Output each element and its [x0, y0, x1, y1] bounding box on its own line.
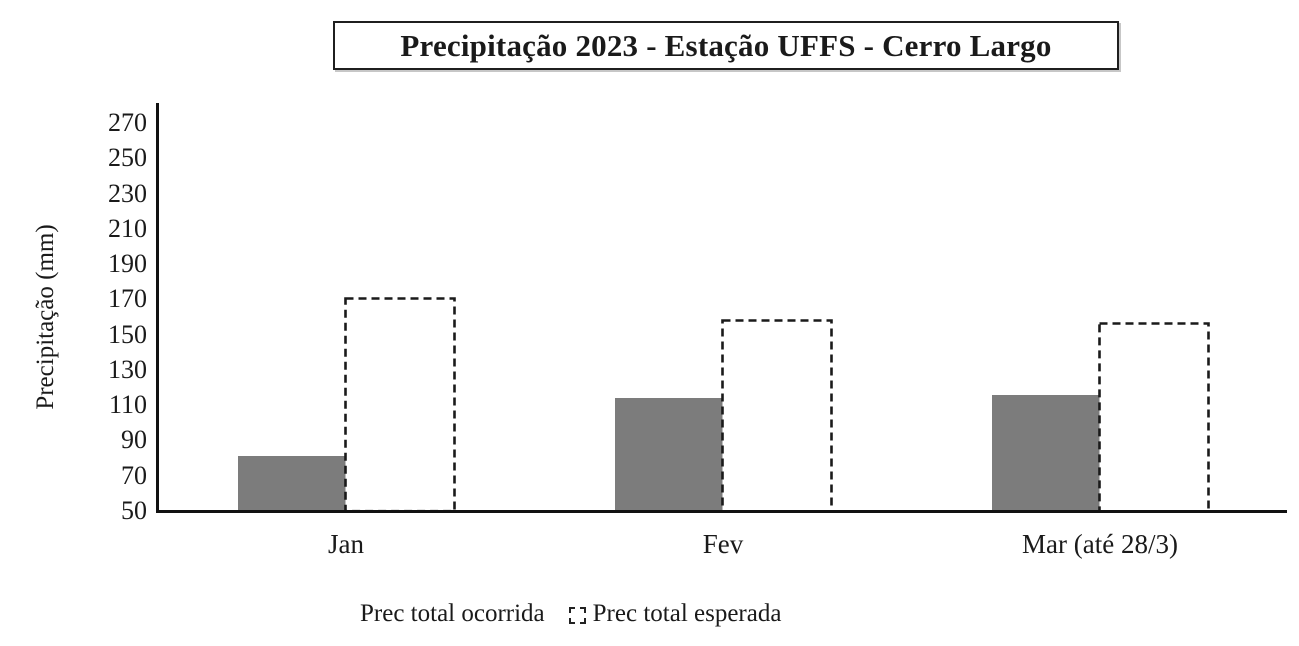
chart-title: Precipitação 2023 - Estação UFFS - Cerro…	[400, 27, 1052, 63]
y-tick-label: 270	[108, 108, 147, 137]
y-tick-label: 130	[108, 354, 147, 384]
bar-esperada	[1098, 322, 1210, 513]
y-axis-line	[156, 103, 159, 513]
x-category-label: Jan	[328, 529, 364, 559]
bar-esperada	[344, 297, 456, 513]
y-tick-label: 50	[121, 496, 147, 525]
y-tick-label: 210	[108, 213, 147, 243]
bar-ocorrida	[615, 398, 723, 511]
x-category-label: Fev	[702, 529, 744, 559]
legend-entry-ocorrida: Prec total ocorrida	[337, 600, 545, 628]
legend-swatch-solid-icon	[337, 607, 353, 623]
legend: Prec total ocorrida Prec total esperada	[337, 600, 781, 628]
bar-esperada	[721, 318, 833, 513]
y-tick-label: 250	[108, 143, 147, 173]
y-tick-label: 190	[108, 249, 147, 279]
y-tick-label: 90	[121, 425, 147, 455]
legend-label-ocorrida: Prec total ocorrida	[360, 600, 545, 627]
x-category-label: Mar (até 28/3)	[1022, 529, 1178, 559]
bar-ocorrida	[238, 456, 346, 511]
y-tick-label: 110	[108, 390, 147, 420]
chart-title-box: Precipitação 2023 - Estação UFFS - Cerro…	[333, 21, 1119, 70]
y-tick-label: 150	[108, 319, 147, 349]
x-axis-line	[156, 510, 1287, 513]
y-tick-label: 70	[121, 460, 147, 490]
legend-swatch-dashed-icon	[568, 606, 586, 624]
legend-entry-esperada: Prec total esperada	[568, 600, 782, 628]
y-tick-label: 230	[108, 178, 147, 208]
y-tick-label: 170	[108, 284, 147, 314]
bar-ocorrida	[992, 394, 1100, 511]
legend-label-esperada: Prec total esperada	[592, 600, 782, 627]
